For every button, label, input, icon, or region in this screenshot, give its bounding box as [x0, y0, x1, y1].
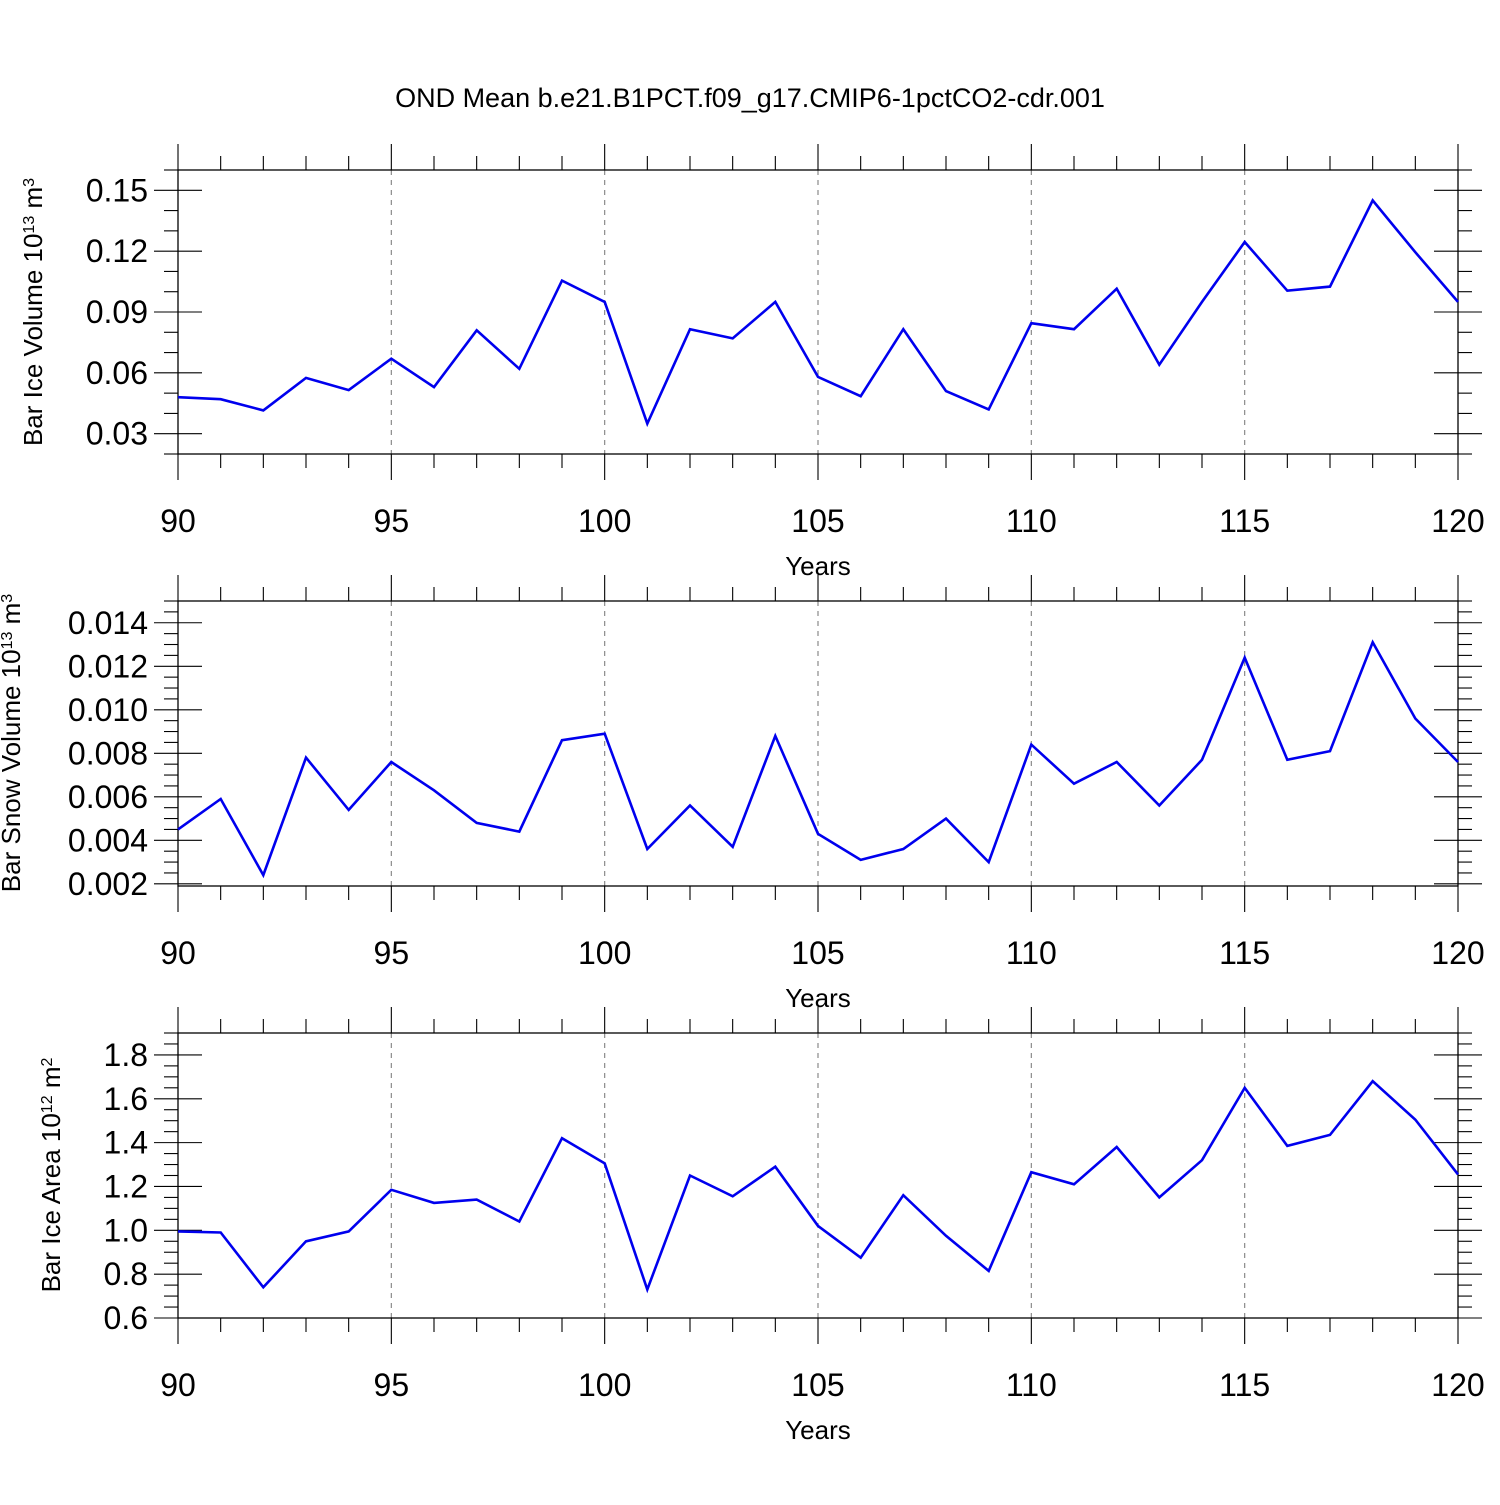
x-tick-label: 95 — [374, 1367, 410, 1403]
y-axis-label-main: Bar Ice Area 10 — [36, 1113, 66, 1292]
y-tick-label: 0.12 — [86, 233, 148, 269]
x-tick-label: 90 — [160, 503, 196, 539]
y-axis-label-unit: m — [36, 1066, 66, 1095]
x-tick-label: 95 — [374, 503, 410, 539]
x-tick-label: 105 — [791, 503, 844, 539]
y-axis-label-unit: m — [18, 187, 48, 216]
y-tick-label: 0.006 — [68, 779, 148, 815]
y-tick-label: 0.008 — [68, 735, 148, 771]
x-tick-label: 115 — [1219, 1367, 1270, 1403]
y-tick-label: 0.004 — [68, 822, 148, 858]
y-axis-label-sup: 12 — [39, 1095, 56, 1113]
x-axis-label: Years — [785, 1415, 851, 1445]
y-tick-label: 1.6 — [104, 1081, 148, 1117]
y-axis-label-unit: m — [0, 603, 26, 632]
y-tick-label: 0.010 — [68, 692, 148, 728]
x-tick-label: 90 — [160, 935, 196, 971]
y-tick-label: 0.03 — [86, 416, 148, 452]
x-tick-label: 110 — [1006, 1367, 1057, 1403]
x-tick-label: 120 — [1431, 503, 1484, 539]
y-axis-label-unitsup: 3 — [0, 594, 16, 603]
y-tick-label: 0.012 — [68, 648, 148, 684]
x-tick-label: 120 — [1431, 935, 1484, 971]
series-line — [177, 1079, 1460, 1294]
y-tick-label: 0.6 — [104, 1300, 148, 1336]
y-axis-label-unitsup: 2 — [39, 1057, 56, 1066]
y-tick-label: 0.15 — [86, 172, 148, 208]
y-axis-label-unitsup: 3 — [21, 178, 38, 187]
series-line — [177, 198, 1459, 428]
x-tick-label: 110 — [1006, 935, 1057, 971]
panel-1: 90 95 100 105 110 115 120Years0.030.060.090.12… — [18, 144, 1485, 581]
chart-panels: 90 95 100 105 110 115 120 Years 0.03 0.06 0.09 0.12… — [0, 144, 1485, 1445]
y-tick-label: 1.8 — [104, 1037, 148, 1073]
panel-3: 90 95 100 105 110 115 120 Years 0.6 0.8 1.0 1.2 1.4 1… — [36, 1007, 1485, 1445]
x-tick-label: 90 — [160, 1367, 196, 1403]
y-tick-label: 0.09 — [86, 294, 148, 330]
x-tick-label: 100 — [578, 1367, 631, 1403]
y-tick-label: 0.014 — [68, 605, 148, 641]
y-tick-label: 1.4 — [104, 1125, 148, 1161]
y-axis-label-sup: 13 — [0, 631, 16, 649]
x-tick-label: 100 — [578, 935, 631, 971]
x-tick-label: 100 — [578, 503, 631, 539]
panel-2: 90 95 100 105 110 115 120Years0.0020.0040.0060… — [0, 575, 1485, 1013]
x-tick-label: 105 — [791, 935, 844, 971]
y-tick-label: 1.2 — [104, 1168, 148, 1204]
x-tick-label: 115 — [1219, 503, 1270, 539]
x-tick-label: 120 — [1431, 1367, 1484, 1403]
y-axis-label-main: Bar Snow Volume 10 — [0, 649, 26, 892]
y-tick-label: 0.06 — [86, 355, 148, 391]
y-axis-label: Bar Ice Area 1012 m2 — [36, 1057, 66, 1292]
chart-title: OND Mean b.e21.B1PCT.f09_g17.CMIP6-1pctC… — [395, 83, 1105, 113]
x-tick-label: 95 — [374, 935, 410, 971]
y-axis-label-sup: 13 — [21, 216, 38, 234]
x-tick-label: 110 — [1006, 503, 1057, 539]
y-axis-label: Bar Snow Volume 1013 m3 — [0, 594, 26, 893]
y-tick-label: 1.0 — [104, 1212, 148, 1248]
y-axis-label: Bar Ice Volume 1013 m3 — [18, 178, 48, 446]
y-axis-label-main: Bar Ice Volume 10 — [18, 234, 48, 446]
series-line — [177, 639, 1459, 879]
x-tick-label: 115 — [1219, 935, 1270, 971]
y-tick-label: 0.002 — [68, 866, 148, 902]
y-tick-label: 0.8 — [104, 1256, 148, 1292]
x-tick-label: 105 — [791, 1367, 844, 1403]
